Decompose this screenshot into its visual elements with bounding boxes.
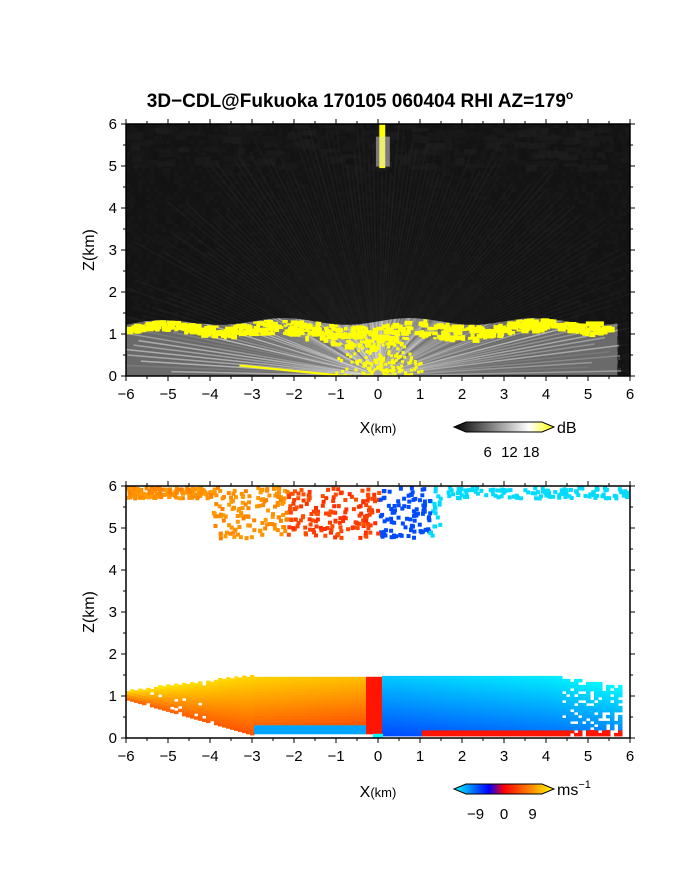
chart-title: 3D−CDL@Fukuoka 170105 060404 RHI AZ=179o — [147, 88, 574, 112]
strong-echo — [344, 327, 348, 331]
strong-echo — [414, 331, 422, 335]
strong-echo — [282, 320, 287, 323]
strong-echo — [305, 336, 309, 342]
strong-echo — [468, 337, 473, 340]
reflectivity-plot-area — [112, 97, 652, 382]
strong-echo — [335, 343, 342, 345]
strong-echo — [433, 337, 437, 339]
strong-echo — [362, 326, 366, 329]
